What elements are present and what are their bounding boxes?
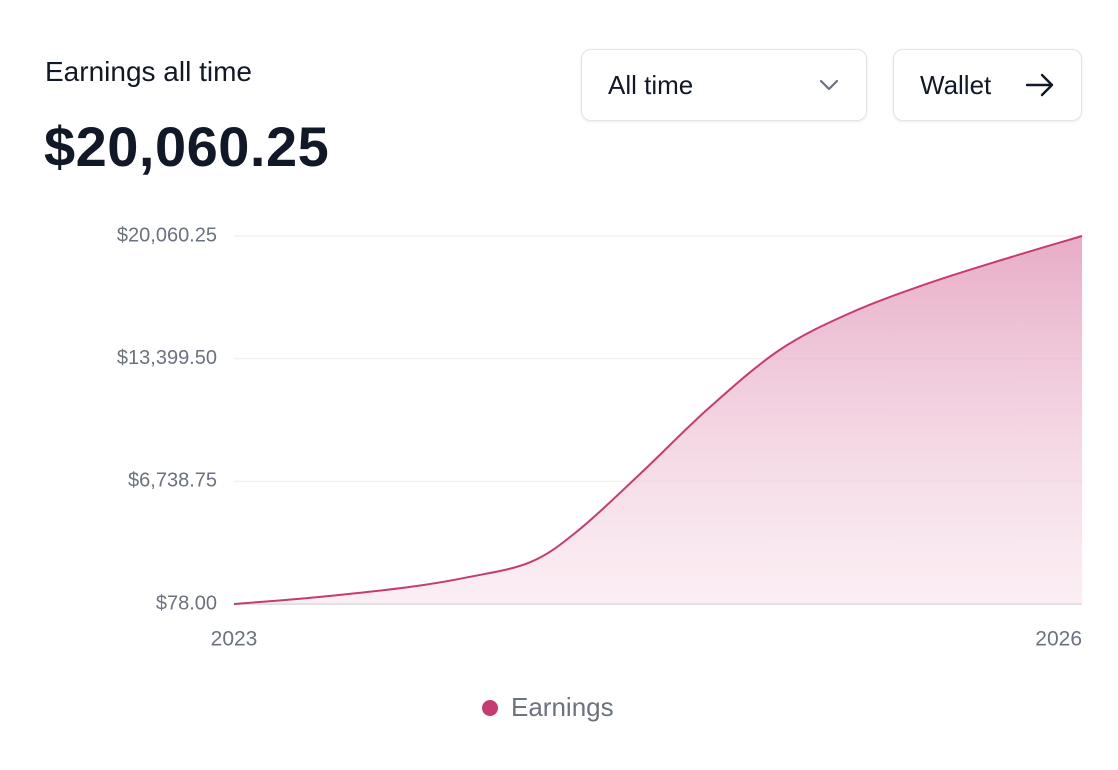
y-tick-label: $6,738.75 [128,470,217,492]
wallet-label: Wallet [920,69,992,100]
legend-label: Earnings [511,692,614,722]
legend-marker [482,700,498,716]
y-tick-label: $78.00 [156,592,217,614]
chevron-icon [819,79,839,91]
line [233,235,1083,605]
y-tick-label: $20,060.25 [117,224,217,246]
wallet-button[interactable]: Wallet [893,49,1082,121]
total: $20,060.25 [44,115,330,178]
y-tick-label: $13,399.50 [117,347,217,369]
arrow-icon [1025,73,1054,97]
title: Earnings all time [45,56,252,87]
area [234,236,1082,604]
dropdown-label: All time [608,69,694,100]
range-dropdown[interactable]: All time [581,49,867,121]
x-tick-label: 2026 [1035,628,1082,651]
x-tick-label: 2023 [211,628,258,651]
